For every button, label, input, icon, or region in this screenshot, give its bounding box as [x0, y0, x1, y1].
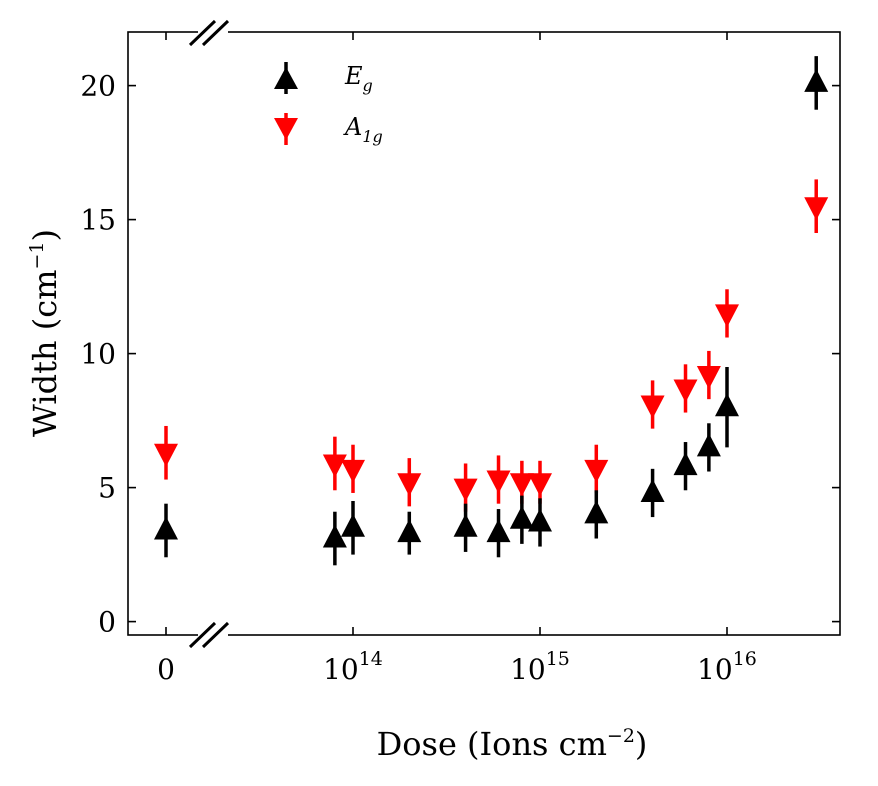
marker	[528, 473, 552, 497]
marker	[640, 395, 665, 419]
marker	[696, 433, 721, 457]
marker	[486, 470, 511, 494]
a1g-data-point	[673, 364, 698, 413]
eg-data-point	[154, 503, 178, 558]
eg-data-point	[673, 442, 698, 491]
eg-data-point	[715, 367, 739, 448]
eg-data-point	[453, 503, 478, 552]
marker	[154, 516, 178, 540]
marker	[715, 304, 739, 328]
marker	[673, 452, 698, 476]
a1g-data-point	[696, 350, 721, 400]
marker	[804, 68, 829, 92]
y-axis-label: Width (cm−1)	[26, 229, 64, 437]
legend-label-a1g: A1g	[343, 113, 383, 146]
legend: Eg A1g	[274, 62, 383, 146]
legend-marker-eg	[274, 62, 298, 94]
x-tick-label: 0	[157, 653, 175, 686]
marker	[453, 478, 478, 502]
marker	[584, 500, 609, 524]
eg-data-point	[528, 498, 552, 547]
marker	[640, 478, 665, 502]
eg-data-point	[322, 511, 347, 566]
marker	[341, 459, 365, 483]
marker	[322, 524, 347, 548]
y-axis: 0 5 10 15 20	[80, 70, 840, 639]
axis-break-gap-top	[198, 28, 228, 36]
a1g-data-point	[322, 436, 347, 491]
y-tick-label: 20	[80, 70, 116, 103]
eg-data-point	[584, 490, 609, 539]
marker	[486, 519, 511, 543]
marker	[696, 366, 721, 390]
marker	[528, 508, 552, 532]
marker	[453, 513, 478, 537]
marker	[804, 197, 829, 221]
x-axis: 0 1014 1015 1016	[157, 32, 757, 686]
marker	[509, 505, 534, 529]
y-tick-label: 0	[98, 606, 116, 639]
x-tick-label: 1015	[510, 648, 570, 686]
marker	[397, 473, 422, 497]
eg-data-point	[509, 495, 534, 544]
plot-frame	[127, 31, 841, 636]
y-tick-label: 15	[80, 204, 116, 237]
marker	[673, 379, 698, 403]
legend-label-eg: Eg	[344, 62, 373, 95]
data-marks	[154, 56, 829, 566]
a1g-data-point	[584, 444, 609, 493]
eg-data-point	[341, 501, 365, 555]
marker	[322, 454, 347, 478]
legend-marker-a1g	[274, 113, 298, 145]
x-tick-label: 1014	[323, 648, 383, 686]
marker	[341, 513, 365, 537]
marker	[715, 393, 739, 417]
eg-data-point	[696, 423, 721, 472]
eg-data-point	[804, 56, 829, 110]
x-axis-label: Dose (Ions cm−2)	[377, 725, 648, 763]
marker	[397, 519, 422, 543]
a1g-data-point	[640, 380, 665, 429]
marker	[154, 443, 178, 467]
y-tick-label: 5	[98, 472, 116, 505]
a1g-data-point	[804, 179, 829, 233]
a1g-data-point	[341, 444, 365, 493]
a1g-data-point	[486, 455, 511, 504]
marker	[509, 473, 534, 497]
axis-break-gap-bottom	[198, 631, 228, 639]
a1g-data-point	[154, 425, 178, 480]
a1g-data-point	[715, 289, 739, 338]
x-tick-label: 1016	[697, 648, 757, 686]
y-tick-label: 10	[80, 338, 116, 371]
a1g-data-point	[528, 460, 552, 504]
eg-data-point	[640, 468, 665, 518]
eg-data-point	[397, 511, 422, 555]
eg-data-point	[486, 509, 511, 558]
a1g-data-point	[397, 458, 422, 507]
axis-break-top	[188, 19, 230, 47]
marker	[584, 459, 609, 483]
axis-break-bottom	[188, 621, 230, 649]
